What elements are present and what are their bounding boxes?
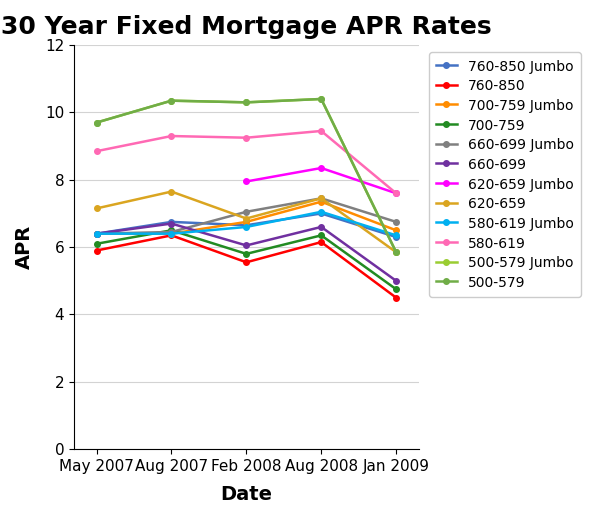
760-850 [243,259,250,265]
700-759 Jumbo [93,230,100,237]
620-659 Jumbo [243,179,250,185]
760-850 Jumbo [168,219,175,225]
Line: 500-579: 500-579 [94,96,399,255]
700-759 [168,227,175,234]
Y-axis label: APR: APR [15,225,34,269]
700-759 Jumbo [243,219,250,225]
Line: 660-699 Jumbo: 660-699 Jumbo [94,196,399,237]
Title: 30 Year Fixed Mortgage APR Rates: 30 Year Fixed Mortgage APR Rates [1,15,492,39]
700-759 Jumbo [168,230,175,237]
Line: 660-699: 660-699 [94,221,399,283]
660-699 Jumbo [393,219,400,225]
580-619 Jumbo [93,230,100,237]
580-619 [318,128,325,134]
X-axis label: Date: Date [220,485,272,504]
Line: 500-579 Jumbo: 500-579 Jumbo [94,96,399,255]
700-759 Jumbo [318,199,325,205]
500-579 Jumbo [243,99,250,105]
580-619 Jumbo [318,209,325,215]
Line: 760-850 Jumbo: 760-850 Jumbo [94,211,399,240]
500-579 Jumbo [168,98,175,104]
500-579 [318,96,325,102]
660-699 Jumbo [243,209,250,215]
760-850 Jumbo [318,210,325,216]
500-579 [243,99,250,105]
580-619 [168,133,175,139]
Line: 700-759 Jumbo: 700-759 Jumbo [94,199,399,237]
660-699 Jumbo [168,229,175,235]
500-579 [93,119,100,126]
580-619 [93,148,100,154]
500-579 Jumbo [318,96,325,102]
660-699 [168,221,175,227]
620-659 [393,249,400,255]
700-759 [243,251,250,257]
Line: 620-659: 620-659 [94,189,399,255]
500-579 [168,98,175,104]
700-759 [393,286,400,292]
760-850 [168,232,175,238]
580-619 [243,134,250,141]
760-850 Jumbo [93,230,100,237]
660-699 [243,242,250,249]
700-759 [93,241,100,247]
700-759 [318,232,325,238]
Line: 700-759: 700-759 [94,227,399,292]
Line: 580-619: 580-619 [94,128,399,196]
Line: 620-659 Jumbo: 620-659 Jumbo [244,165,399,196]
500-579 Jumbo [393,249,400,255]
Line: 760-850: 760-850 [94,233,399,301]
620-659 [168,188,175,195]
660-699 Jumbo [93,230,100,237]
760-850 [93,248,100,254]
620-659 [318,195,325,201]
660-699 Jumbo [318,195,325,201]
580-619 Jumbo [243,224,250,230]
660-699 [93,230,100,237]
Line: 580-619 Jumbo: 580-619 Jumbo [94,209,399,238]
760-850 Jumbo [393,234,400,240]
620-659 Jumbo [393,190,400,196]
Legend: 760-850 Jumbo, 760-850, 700-759 Jumbo, 700-759, 660-699 Jumbo, 660-699, 620-659 : 760-850 Jumbo, 760-850, 700-759 Jumbo, 7… [429,52,581,297]
760-850 Jumbo [243,222,250,228]
500-579 Jumbo [93,119,100,126]
580-619 [393,190,400,196]
580-619 Jumbo [393,232,400,238]
660-699 [318,224,325,230]
760-850 [318,239,325,245]
500-579 [393,249,400,255]
700-759 Jumbo [393,227,400,234]
760-850 [393,294,400,301]
660-699 [393,278,400,284]
620-659 [243,215,250,222]
620-659 [93,206,100,212]
620-659 Jumbo [318,165,325,171]
580-619 Jumbo [168,230,175,237]
